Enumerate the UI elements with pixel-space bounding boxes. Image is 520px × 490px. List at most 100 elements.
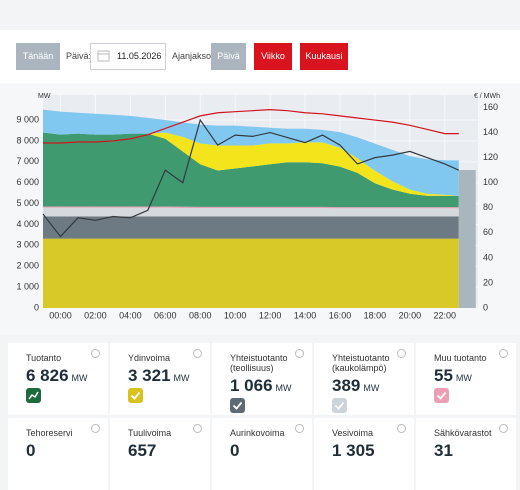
stat-card: Aurinkovoima 0 xyxy=(212,418,312,490)
y-tick-label: 9 000 xyxy=(16,114,39,124)
stat-unit: MW xyxy=(275,383,292,393)
info-icon[interactable] xyxy=(397,424,406,433)
stat-number: 0 xyxy=(230,441,240,460)
stat-label: Sähkövarastot xyxy=(434,428,492,438)
y2-tick-label: 80 xyxy=(483,202,493,212)
stat-number: 0 xyxy=(26,441,36,460)
y2-tick-label: 160 xyxy=(483,102,498,112)
area xyxy=(43,132,459,196)
check-icon xyxy=(436,391,447,400)
check-icon xyxy=(232,401,243,410)
stat-card: Tuulivoima 657 xyxy=(110,418,210,490)
info-icon[interactable] xyxy=(499,349,508,358)
y-tick-label: 4 000 xyxy=(16,219,39,229)
period-label: Ajanjakso: xyxy=(172,51,214,61)
stat-number: 55 xyxy=(434,366,453,385)
stat-number: 6 826 xyxy=(26,366,69,385)
info-icon[interactable] xyxy=(193,349,202,358)
x-tick-label: 14:00 xyxy=(294,310,317,320)
series-toggle[interactable] xyxy=(332,398,347,413)
stat-label: Tehoreservi xyxy=(26,428,73,438)
stat-number: 389 xyxy=(332,376,361,395)
x-tick-label: 08:00 xyxy=(189,310,212,320)
info-icon[interactable] xyxy=(295,349,304,358)
line xyxy=(42,118,460,238)
date-value: 11.05.2026 xyxy=(117,51,162,61)
day-label: Päivä: xyxy=(66,51,92,61)
stat-card: Yhteistuotanto (teollisuus) 1 066 MW xyxy=(212,343,312,415)
x-tick-label: 20:00 xyxy=(399,310,422,320)
stat-card: Tuotanto 6 826 MW xyxy=(8,343,108,415)
y-tick-label: 1 000 xyxy=(16,281,39,291)
today-button[interactable]: Tänään xyxy=(16,43,60,70)
period-button[interactable]: Viikko xyxy=(254,43,292,70)
y2-axis-label: € / MWh xyxy=(474,93,500,100)
stat-card: Muu tuotanto 55 MW xyxy=(416,343,516,415)
stat-unit: MW xyxy=(455,373,472,383)
y2-tick-label: 0 xyxy=(483,302,488,312)
y-tick-label: 8 000 xyxy=(16,135,39,145)
stat-label: Aurinkovoima xyxy=(230,428,285,438)
area xyxy=(43,109,459,196)
stat-number: 1 305 xyxy=(332,441,375,460)
info-icon[interactable] xyxy=(295,424,304,433)
stat-number: 31 xyxy=(434,441,453,460)
info-icon[interactable] xyxy=(91,424,100,433)
stat-value: 0 xyxy=(26,441,108,461)
date-input[interactable]: 11.05.2026 xyxy=(90,43,166,70)
stat-card: Ydinvoima 3 321 MW xyxy=(110,343,210,415)
y-tick-label: 2 000 xyxy=(16,261,39,271)
y-tick-label: 7 000 xyxy=(16,156,39,166)
stat-label: Yhteistuotanto (teollisuus) xyxy=(230,353,288,373)
series-toggle[interactable] xyxy=(26,388,41,403)
x-tick-label: 16:00 xyxy=(329,310,352,320)
x-tick-label: 12:00 xyxy=(259,310,282,320)
y2-tick-label: 120 xyxy=(483,152,498,162)
stat-value: 0 xyxy=(230,441,312,461)
stat-label: Vesivoima xyxy=(332,428,374,438)
check-icon xyxy=(334,401,345,410)
stat-number: 657 xyxy=(128,441,157,460)
x-tick-label: 04:00 xyxy=(119,310,142,320)
series-toggle[interactable] xyxy=(230,398,245,413)
info-icon[interactable] xyxy=(91,349,100,358)
stat-value: 31 xyxy=(434,441,516,461)
toolbar: Tänään Päivä: 11.05.2026 Ajanjakso: Päiv… xyxy=(0,30,520,84)
x-tick-label: 06:00 xyxy=(154,310,177,320)
stat-unit: MW xyxy=(71,373,88,383)
stat-unit: MW xyxy=(363,383,380,393)
stat-card: Yhteistuotanto (kaukolämpö) 389 MW xyxy=(314,343,414,415)
series-toggle[interactable] xyxy=(434,388,449,403)
x-tick-label: 22:00 xyxy=(434,310,457,320)
stat-value: 1 305 xyxy=(332,441,414,461)
info-icon[interactable] xyxy=(397,349,406,358)
stat-value: 389 MW xyxy=(332,376,414,396)
stat-value: 1 066 MW xyxy=(230,376,312,396)
line xyxy=(43,109,459,144)
area xyxy=(43,206,459,209)
period-button[interactable]: Kuukausi xyxy=(300,43,348,70)
stat-value: 55 MW xyxy=(434,366,516,386)
x-tick-label: 18:00 xyxy=(364,310,387,320)
calendar-icon xyxy=(97,50,110,62)
y-tick-label: 3 000 xyxy=(16,240,39,250)
y2-tick-label: 60 xyxy=(483,227,493,237)
info-icon[interactable] xyxy=(193,424,202,433)
y2-tick-label: 40 xyxy=(483,252,493,262)
y-tick-label: 5 000 xyxy=(16,198,39,208)
stat-unit: MW xyxy=(173,373,190,383)
area xyxy=(43,238,459,308)
info-icon[interactable] xyxy=(499,424,508,433)
stat-value: 6 826 MW xyxy=(26,366,108,386)
stat-value: 657 xyxy=(128,441,210,461)
stat-card: Sähkövarastot 31 xyxy=(416,418,516,490)
stat-card: Vesivoima 1 305 xyxy=(314,418,414,490)
area xyxy=(43,216,459,239)
series-toggle[interactable] xyxy=(128,388,143,403)
stat-label: Tuulivoima xyxy=(128,428,172,438)
chart: MW € / MWh 00:00 02:00 04:00 06:00 08:00 10:0… xyxy=(0,85,520,335)
forecast-column xyxy=(458,170,476,308)
stat-label: Muu tuotanto xyxy=(434,353,487,363)
stat-number: 3 321 xyxy=(128,366,171,385)
period-button[interactable]: Päivä xyxy=(211,43,246,70)
